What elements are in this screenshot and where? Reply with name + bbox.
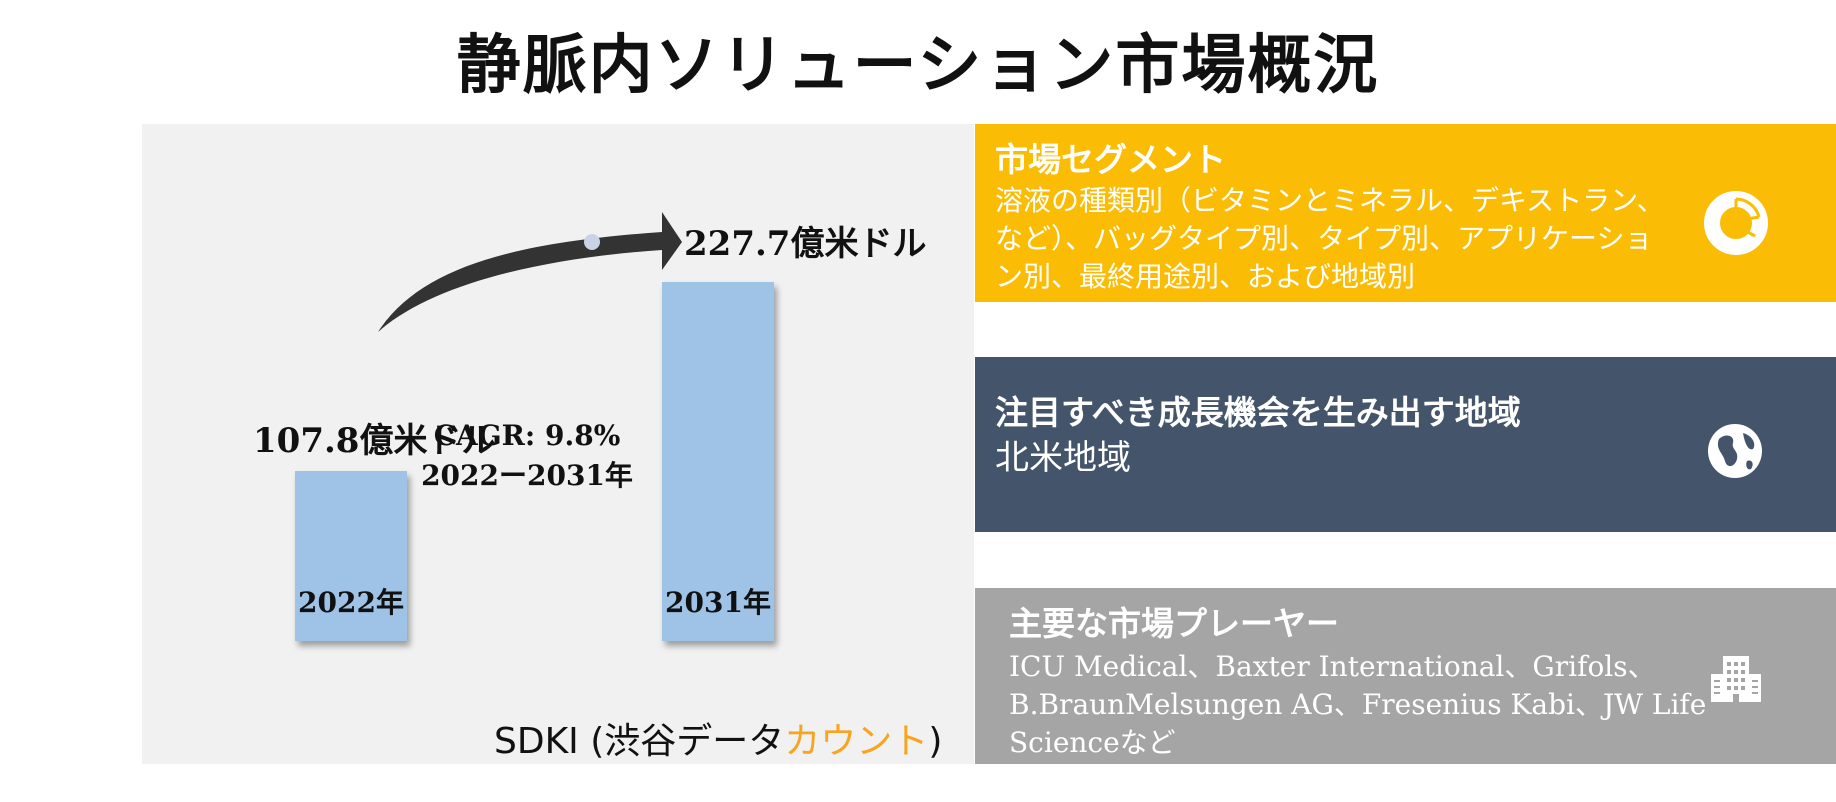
brand-accent: カウント [784,721,929,762]
bar-category-label: 2022年 [298,586,404,619]
brand-suffix: ) [928,721,943,762]
building-icon [1711,656,1761,702]
page-title: 静脈内ソリューション市場概況 [456,28,1380,103]
region-heading: 注目すべき成長機会を生み出す地域 [995,393,1521,432]
bar-2031 [662,282,774,641]
segment-heading: 市場セグメント [995,140,1226,179]
cagr-period: 2022ー2031年 [421,459,633,492]
growth-arrow-shape [378,212,682,332]
bar-value-label: 107.8億米ドル [253,421,496,462]
brand-logo-text: SDKI (渋谷データカウント) [494,712,942,764]
region-body: 北米地域 [995,438,1131,478]
market-segment-box: 市場セグメント 溶液の種類別（ビタミンとミネラル、デキストラン、など）、バッグタ… [975,124,1836,302]
arrow-dot [584,234,600,250]
growth-arrow [378,212,682,332]
brand-prefix: SDKI (渋谷データ [494,721,785,762]
bar-category-label: 2031年 [665,586,771,619]
cagr-annotation: CAGR: 9.8% 2022ー2031年 [397,416,657,496]
segment-body: 溶液の種類別（ビタミンとミネラル、デキストラン、など）、バッグタイプ別、タイプ別… [995,184,1665,293]
key-players-box: 主要な市場プレーヤー ICU Medical、Baxter Internatio… [975,588,1836,764]
players-heading: 主要な市場プレーヤー [1009,604,1339,643]
donut-chart-icon [1704,191,1768,255]
growth-region-box: 注目すべき成長機会を生み出す地域 北米地域 [975,357,1836,532]
globe-icon [1708,424,1762,478]
bar-2022 [295,471,407,641]
cagr-text: CAGR: 9.8% [433,419,621,452]
players-body: ICU Medical、Baxter International、Grifols… [1009,650,1707,759]
bar-value-label: 227.7億米ドル [684,224,927,264]
chart-panel: 2022年 2031年 107.8億米ドル 227.7億米ドル CAGR: 9.… [142,124,974,764]
